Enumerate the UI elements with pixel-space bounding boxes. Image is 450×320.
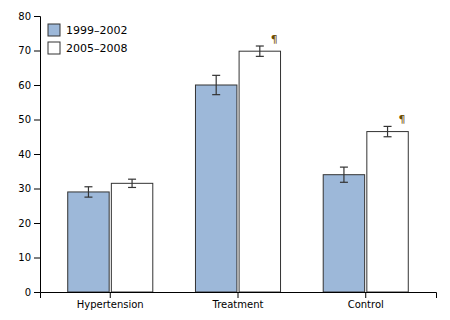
bar <box>239 51 280 292</box>
x-tick: Treatment <box>212 292 264 310</box>
error-bar <box>212 75 220 94</box>
tick-mark <box>34 223 40 224</box>
error-bar-line <box>131 179 132 187</box>
series <box>68 85 365 292</box>
legend-label: 1999–2002 <box>66 24 128 37</box>
error-bar-line <box>387 126 388 136</box>
y-tick: 0 <box>25 287 40 298</box>
annotations: ¶¶ <box>271 33 406 126</box>
error-bar <box>340 167 348 182</box>
error-bar-line <box>256 56 264 57</box>
marks <box>68 46 409 292</box>
tick-mark <box>34 51 40 52</box>
x-axis: Hypertension Treatment Control <box>41 292 437 310</box>
tick-mark <box>110 292 111 298</box>
bar <box>68 192 109 292</box>
tick-label: 80 <box>18 11 31 22</box>
legend-item: 2005–2008 <box>48 42 128 55</box>
tick-label: Hypertension <box>77 299 144 310</box>
error-bar <box>84 187 92 197</box>
x-tick: Control <box>348 292 384 310</box>
tick-mark <box>34 154 40 155</box>
tick-mark <box>34 16 40 17</box>
y-tick: 60 <box>18 80 40 91</box>
y-tick: 20 <box>18 218 40 229</box>
error-bar <box>256 46 264 56</box>
legend-swatch <box>48 42 60 54</box>
y-tick: 80 <box>18 11 40 22</box>
legend-item: 1999–2002 <box>48 24 128 37</box>
error-bar-line <box>88 187 89 197</box>
error-bar-line <box>384 136 392 137</box>
tick-label: Control <box>348 299 384 310</box>
x-tick: Hypertension <box>77 292 144 310</box>
error-bar-line <box>340 182 348 183</box>
plot: 0 10 20 30 40 50 60 70 80 Hypertension Treatment Co… <box>18 11 436 310</box>
bar <box>323 175 364 292</box>
error-bar <box>384 126 392 136</box>
series <box>111 51 408 292</box>
error-bar-line <box>256 45 264 46</box>
axis-line <box>34 17 41 293</box>
error-bar-line <box>384 126 392 127</box>
error-bar-line <box>212 75 220 76</box>
error-bar-line <box>212 94 220 95</box>
y-tick: 10 <box>18 252 40 263</box>
bar <box>195 85 236 292</box>
tick-label: 70 <box>18 45 31 56</box>
tick-mark <box>238 292 239 298</box>
tick-label: 30 <box>18 183 31 194</box>
bar <box>111 183 152 292</box>
error-bars <box>84 75 347 197</box>
error-bar-line <box>84 186 92 187</box>
legend-swatch <box>48 24 60 36</box>
tick-label: 10 <box>18 252 31 263</box>
tick-mark <box>34 258 40 259</box>
annotation: ¶ <box>271 33 278 46</box>
tick-mark <box>34 189 40 190</box>
tick-label: 50 <box>18 114 31 125</box>
tick-label: 40 <box>18 149 31 160</box>
tick-label: Treatment <box>212 299 264 310</box>
axis-line <box>41 293 437 299</box>
tick-mark <box>365 292 366 298</box>
error-bar <box>128 179 136 187</box>
tick-mark <box>34 292 40 293</box>
bar <box>367 132 408 292</box>
y-tick: 40 <box>18 149 40 160</box>
y-axis: 0 10 20 30 40 50 60 70 80 <box>18 11 40 298</box>
tick-mark <box>34 85 40 86</box>
chart: 0 10 20 30 40 50 60 70 80 Hypertension Treatment Co… <box>0 0 450 320</box>
tick-label: 60 <box>18 80 31 91</box>
tick-label: 20 <box>18 218 31 229</box>
error-bar-line <box>340 167 348 168</box>
annotation: ¶ <box>399 113 406 126</box>
tick-label: 0 <box>25 287 31 298</box>
tick-mark <box>34 120 40 121</box>
error-bar-line <box>343 167 344 182</box>
y-tick: 70 <box>18 45 40 56</box>
legend-label: 2005–2008 <box>66 42 128 55</box>
error-bar-line <box>84 197 92 198</box>
error-bar-line <box>128 187 136 188</box>
y-tick: 30 <box>18 183 40 194</box>
error-bar-line <box>216 75 217 94</box>
error-bar-line <box>259 46 260 56</box>
y-tick: 50 <box>18 114 40 125</box>
error-bars <box>128 46 391 187</box>
legend: 1999–2002 2005–2008 <box>48 24 128 55</box>
error-bar-line <box>128 179 136 180</box>
